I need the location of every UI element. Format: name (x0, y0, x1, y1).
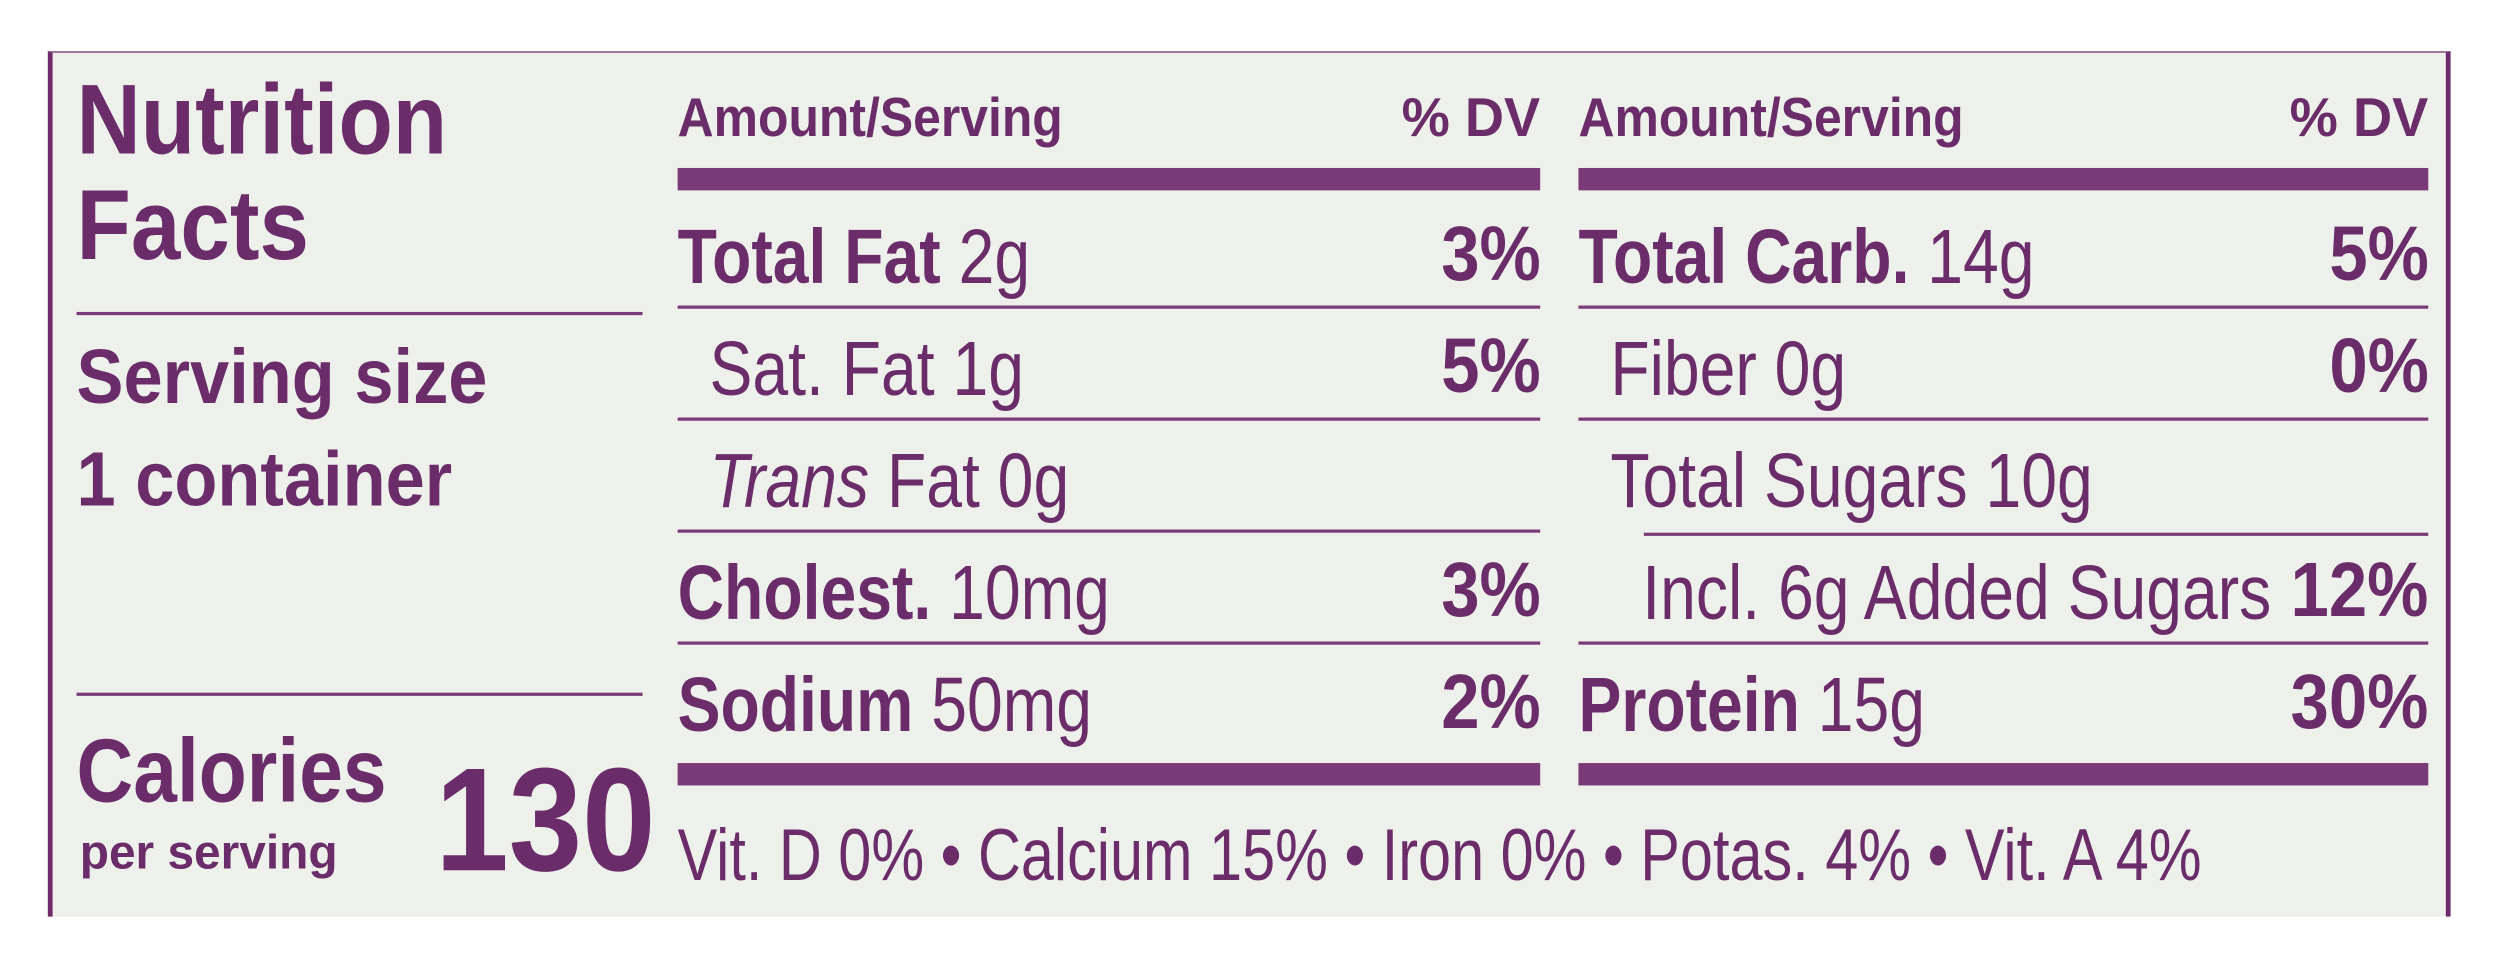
nutrient: Sodium (677, 663, 914, 749)
amount: 14g (1927, 215, 2035, 301)
nutrient: Cholest. (677, 551, 932, 637)
dv: 3% (1440, 212, 1541, 298)
row: Fiber 0g 0% (1578, 309, 2429, 421)
nutrient: Sat. Fat 1g (709, 327, 1024, 413)
calories-label: Calories (76, 719, 387, 821)
column: Amount/Serving % DV Total Carb. 14g 5% Fib… (1578, 53, 2429, 917)
nutrient: Fiber 0g (1610, 327, 1847, 413)
dv: 0% (2328, 324, 2429, 410)
nutrient: Total Fat (677, 215, 941, 301)
divider (76, 692, 643, 696)
divider (76, 311, 643, 316)
serving-label: Serving size (76, 335, 488, 421)
nutrient: Total Sugars 10g (1610, 439, 2093, 525)
dv: 5% (2328, 212, 2429, 298)
row: Sat. Fat 1g 5% (677, 309, 1541, 421)
dv: 2% (1440, 660, 1541, 746)
calories-sublabel: per serving (79, 827, 338, 880)
nutrition-label: Nutrition Facts Serving size 1 container… (47, 51, 2451, 917)
amount: 50mg (931, 663, 1093, 749)
row: Trans Fat 0g (677, 421, 1541, 533)
nutrient: Fat 0g (886, 439, 1070, 525)
amount: 2g (958, 215, 1031, 301)
header-amount: Amount/Serving (677, 87, 1063, 149)
calories-value: 130 (435, 739, 656, 903)
thick-bar (1578, 763, 2429, 786)
title: Nutrition Facts (76, 65, 448, 282)
dv: 30% (2290, 660, 2429, 746)
row: Sodium 50mg 2% (678, 645, 1541, 754)
nutrient-prefix: Trans (709, 439, 870, 525)
header-dv: % DV (2289, 87, 2429, 149)
divider (1643, 532, 2429, 536)
serving-amount: 1 container (76, 438, 453, 524)
row: Total Fat 2g 3% (677, 197, 1541, 309)
amount: 10mg (949, 551, 1110, 637)
nutrient: Protein (1578, 663, 1800, 749)
dv: 3% (1440, 548, 1541, 634)
row: Total Carb. 14g 5% (1578, 197, 2429, 309)
header-amount: Amount/Serving (1578, 87, 1964, 149)
row: Protein 15g 30% (1578, 645, 2428, 754)
row: Incl. 6g Added Sugars 12% (1578, 533, 2429, 645)
nutrient: Total Carb. (1578, 215, 1910, 301)
thick-bar (677, 167, 1541, 191)
dv: 12% (2290, 548, 2429, 634)
column-header: Amount/Serving % DV (678, 88, 1541, 158)
thick-bar (1578, 167, 2429, 191)
row: Cholest. 10mg 3% (677, 533, 1541, 645)
thick-bar (677, 763, 1541, 786)
column-header: Amount/Serving % DV (1578, 88, 2428, 158)
column: Amount/Serving % DV Total Fat 2g 3% Sat. F… (677, 53, 1541, 917)
amount: 15g (1817, 663, 1926, 749)
nutrient: Incl. 6g Added Sugars (1642, 551, 2272, 637)
footer: Vit. D 0% • Calcium 15% • Iron 0% • Pota… (677, 812, 2202, 896)
header-dv: % DV (1401, 87, 1541, 149)
row: Total Sugars 10g (1578, 421, 2428, 530)
dv: 5% (1440, 324, 1541, 410)
